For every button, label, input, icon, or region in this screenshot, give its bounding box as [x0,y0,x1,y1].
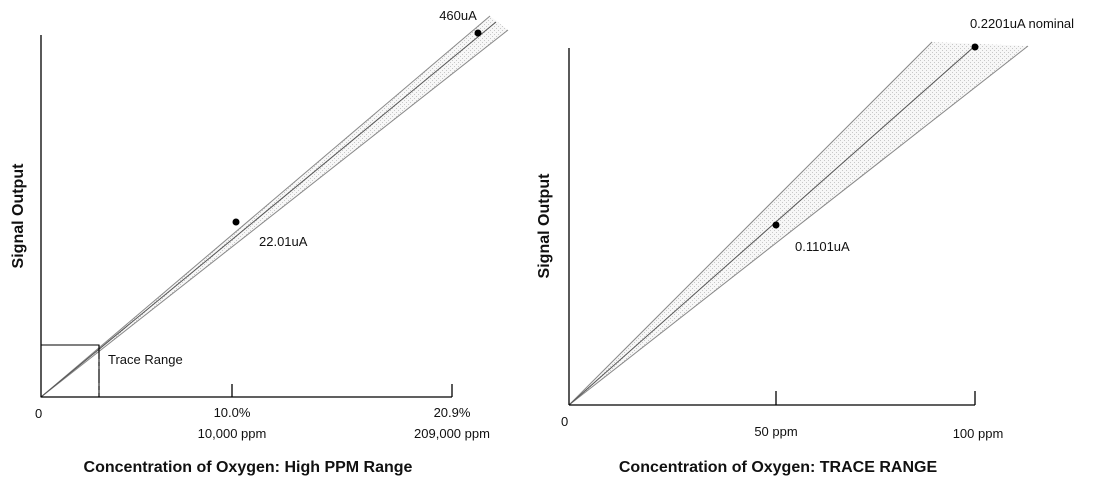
x-axis-title: Concentration of Oxygen: High PPM Range [84,459,413,476]
tolerance-band [41,16,508,397]
nominal-line [40,21,497,398]
y-axis-title: Signal Output [10,163,27,269]
tolerance-band [569,42,1028,405]
data-point [232,218,240,226]
tick-label: 10,000 ppm [198,426,267,441]
data-point [474,29,482,37]
band-lower-line [568,45,1029,406]
data-label: 22.01uA [259,234,308,249]
data-label: 0.2201uA nominal [970,16,1074,31]
data-point [971,43,979,51]
y-axis-title: Signal Output [536,173,553,279]
data-label: 0.1101uA [795,239,850,254]
band-upper-line [40,15,491,398]
band-lower-line [40,29,509,398]
tick-label: 20.9% [434,405,471,420]
chart-trace-range: 0 50 ppm 100 ppm 0.1101uA 0.2201uA nomin… [536,16,1074,476]
data-label: 460uA [439,8,477,23]
trace-range-label: Trace Range [108,352,183,367]
x-axis-title: Concentration of Oxygen: TRACE RANGE [619,459,938,476]
origin-label: 0 [561,414,568,429]
band-upper-line [568,41,933,406]
tick-label: 50 ppm [754,424,797,439]
tick-label: 209,000 ppm [414,426,490,441]
chart-high-ppm: Trace Range 0 10.0% 10,000 ppm 20.9% 209… [10,8,509,476]
data-point [772,221,780,229]
origin-label: 0 [35,406,42,421]
tick-label: 10.0% [214,405,251,420]
tick-label: 100 ppm [953,426,1004,441]
